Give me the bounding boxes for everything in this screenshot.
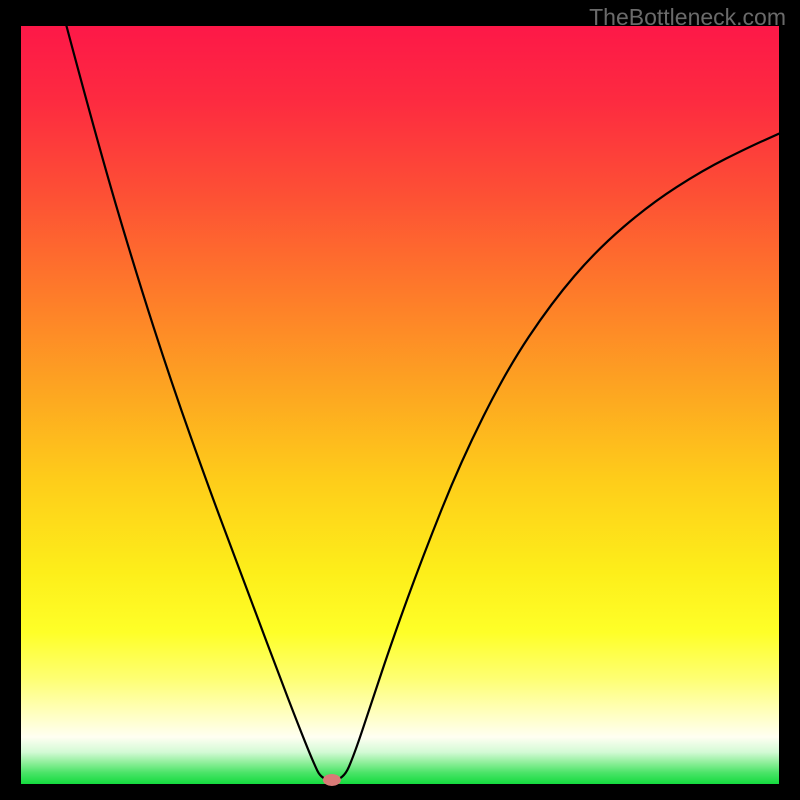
watermark-text: TheBottleneck.com [589, 4, 786, 31]
minimum-marker [323, 774, 341, 786]
plot-area [21, 26, 779, 784]
bottleneck-curve [21, 26, 779, 784]
